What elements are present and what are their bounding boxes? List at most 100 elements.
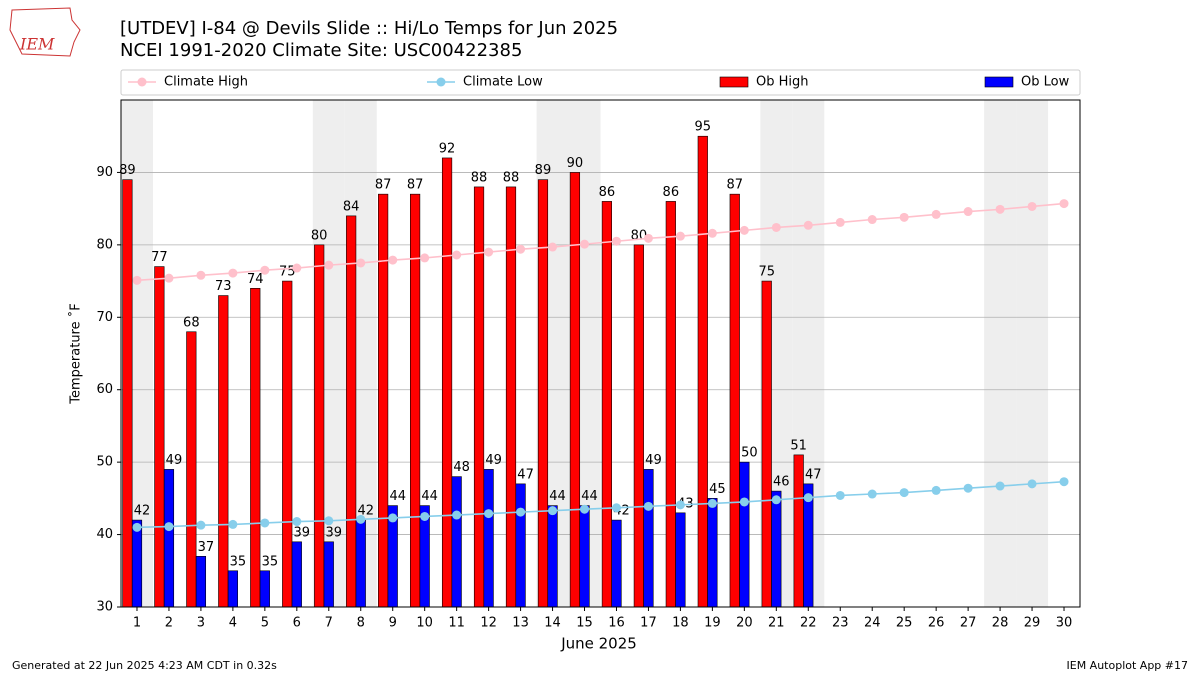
bar-value-label: 90	[567, 156, 584, 171]
bar	[250, 288, 261, 608]
bar	[707, 498, 718, 608]
bar	[441, 157, 453, 608]
climate-point	[228, 268, 238, 278]
bar	[601, 201, 612, 608]
logo: IEM	[9, 7, 81, 57]
climate-point	[196, 270, 206, 280]
bar	[378, 193, 389, 608]
climate-point	[1027, 479, 1037, 489]
climate-point	[931, 209, 941, 219]
bar	[547, 505, 558, 608]
x-tick-label: 4	[229, 616, 237, 631]
chart-title: [UTDEV] I-84 @ Devils Slide :: Hi/Lo Tem…	[120, 18, 618, 39]
climate-point	[963, 483, 973, 493]
bar-value-label: 42	[134, 504, 151, 519]
climate-line	[136, 480, 1065, 529]
bar	[579, 505, 590, 608]
x-tick-label: 10	[416, 616, 433, 631]
climate-point	[292, 517, 302, 527]
bar	[314, 244, 325, 608]
climate-point	[995, 481, 1005, 491]
climate-point	[228, 519, 238, 529]
bar	[697, 135, 708, 608]
bar	[665, 201, 676, 608]
climate-point	[771, 495, 781, 505]
climate-point	[132, 275, 142, 285]
bar-value-label: 39	[294, 525, 311, 540]
bar	[633, 244, 644, 608]
x-tick-label: 18	[672, 616, 689, 631]
bar-value-label: 47	[805, 467, 822, 482]
bar-value-label: 89	[535, 163, 552, 178]
bar-value-label: 68	[183, 315, 200, 330]
climate-point	[771, 222, 781, 232]
climate-point	[516, 507, 526, 517]
y-tick-label: 30	[96, 600, 113, 615]
bar-value-label: 88	[503, 170, 520, 185]
bar	[771, 490, 782, 608]
bar	[355, 519, 366, 608]
climate-point	[867, 215, 877, 225]
bar	[227, 570, 238, 608]
bar-value-label: 88	[471, 170, 488, 185]
climate-point	[1059, 199, 1069, 209]
weekend-shade	[984, 100, 1017, 607]
climate-point	[643, 501, 653, 511]
bar	[761, 280, 772, 608]
legend-marker	[137, 77, 147, 87]
climate-point	[580, 504, 590, 514]
climate-point	[707, 498, 717, 508]
bar	[409, 193, 421, 608]
bar-value-label: 80	[311, 228, 328, 243]
climate-point	[196, 520, 206, 530]
y-tick-label: 60	[96, 382, 113, 397]
climate-point	[1059, 477, 1069, 487]
bar-value-label: 39	[326, 525, 343, 540]
bar-value-label: 73	[215, 279, 232, 294]
bar-value-label: 87	[407, 178, 424, 193]
x-tick-label: 15	[576, 616, 593, 631]
legend-swatch	[984, 76, 1014, 88]
x-tick-label: 13	[512, 616, 529, 631]
x-tick-label: 6	[293, 616, 301, 631]
climate-point	[260, 265, 270, 275]
climate-point	[484, 247, 494, 257]
climate-point	[899, 212, 909, 222]
bar-value-label: 47	[517, 467, 534, 482]
logo-text: IEM	[19, 35, 55, 54]
bar	[154, 266, 165, 608]
climate-point	[739, 225, 749, 235]
bar	[346, 215, 357, 608]
x-tick-label: 23	[832, 616, 849, 631]
legend-label: Climate High	[164, 75, 248, 90]
footer-left: Generated at 22 Jun 2025 4:23 AM CDT in …	[12, 659, 277, 672]
bar-value-label: 87	[726, 178, 743, 193]
bar-value-label: 74	[247, 272, 264, 287]
x-tick-label: 30	[1056, 616, 1073, 631]
weekend-shade	[1016, 100, 1049, 607]
climate-point	[707, 228, 717, 238]
bar-value-label: 46	[773, 475, 790, 490]
bar	[739, 461, 750, 608]
climate-point	[420, 511, 430, 521]
climate-point	[1027, 201, 1037, 211]
climate-point	[739, 497, 749, 507]
climate-point	[611, 236, 621, 246]
bar	[131, 519, 143, 608]
bar	[803, 483, 814, 608]
bar-value-label: 86	[663, 185, 680, 200]
legend-label: Ob High	[756, 75, 809, 90]
climate-point	[452, 510, 462, 520]
climate-point	[931, 485, 941, 495]
x-tick-label: 21	[768, 616, 785, 631]
climate-point	[611, 503, 621, 513]
x-tick-label: 12	[480, 616, 497, 631]
bar-value-label: 75	[758, 265, 775, 280]
bar	[611, 519, 622, 608]
bar-value-label: 44	[421, 489, 438, 504]
bar-value-label: 48	[453, 460, 470, 475]
x-tick-label: 8	[357, 616, 365, 631]
x-tick-label: 28	[992, 616, 1009, 631]
y-tick-label: 50	[96, 455, 113, 470]
bar-value-label: 95	[695, 120, 712, 135]
